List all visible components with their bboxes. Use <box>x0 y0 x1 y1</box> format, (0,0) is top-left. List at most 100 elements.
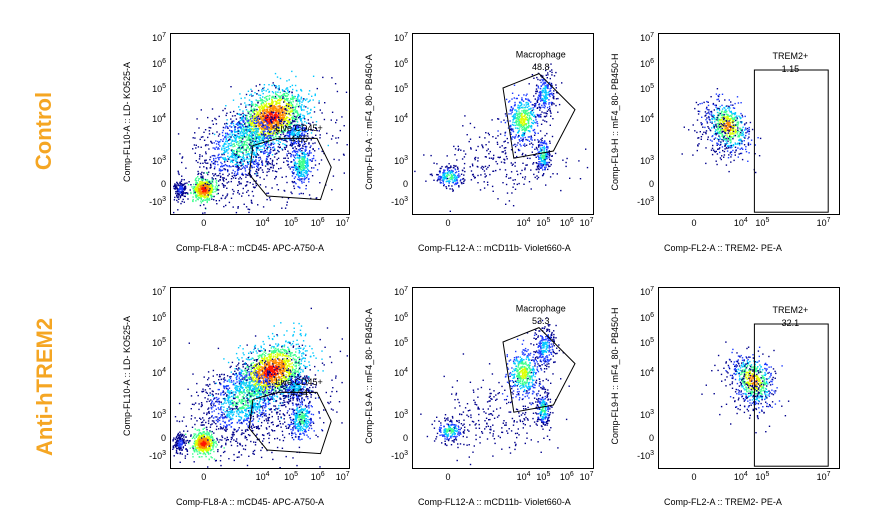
data-point <box>321 150 323 153</box>
data-point <box>215 184 218 186</box>
data-point <box>285 102 288 105</box>
data-point <box>304 131 306 133</box>
data-point <box>518 139 520 141</box>
data-point <box>258 113 260 115</box>
data-point <box>313 167 315 169</box>
data-point <box>290 114 292 116</box>
data-point <box>202 187 204 189</box>
data-point <box>214 163 216 166</box>
data-point <box>265 160 267 162</box>
data-point <box>451 169 453 172</box>
data-point <box>253 145 256 148</box>
data-point <box>196 189 199 192</box>
data-point <box>553 95 555 98</box>
data-point <box>205 191 208 193</box>
data-point <box>304 157 306 159</box>
data-point <box>231 154 234 156</box>
data-point <box>180 190 182 193</box>
data-point <box>464 170 466 173</box>
data-point <box>248 135 251 138</box>
data-point <box>292 147 294 149</box>
data-point <box>247 104 249 106</box>
data-point <box>199 204 202 207</box>
data-point <box>277 146 279 148</box>
data-point <box>220 170 222 172</box>
data-point <box>173 188 176 190</box>
data-point <box>293 120 295 122</box>
data-point <box>326 132 328 135</box>
data-point <box>240 103 242 105</box>
data-point <box>309 146 311 149</box>
data-point <box>278 88 280 90</box>
data-point <box>458 170 460 172</box>
data-point <box>299 150 301 153</box>
data-point <box>223 152 226 154</box>
data-point <box>292 133 294 135</box>
data-point <box>246 128 248 130</box>
data-point <box>267 156 269 158</box>
data-point <box>524 114 526 116</box>
data-point <box>556 91 558 94</box>
data-point <box>249 119 251 121</box>
data-point <box>514 103 516 106</box>
data-point <box>217 156 219 159</box>
data-point <box>516 127 519 129</box>
data-point <box>282 125 284 127</box>
data-point <box>303 159 305 161</box>
data-point <box>294 169 297 172</box>
data-point <box>305 169 307 172</box>
data-point <box>243 133 245 135</box>
data-point <box>304 175 306 177</box>
data-point <box>228 148 230 150</box>
data-point <box>250 132 252 135</box>
data-point <box>270 117 272 119</box>
data-point <box>293 187 296 190</box>
data-point <box>241 195 243 197</box>
data-point <box>248 153 250 155</box>
data-point <box>248 129 251 131</box>
data-point <box>279 117 282 119</box>
data-point <box>261 160 263 162</box>
data-point <box>205 187 208 189</box>
data-point <box>239 176 241 179</box>
data-point <box>336 119 338 121</box>
data-point <box>294 146 296 148</box>
data-point <box>302 157 304 159</box>
data-point <box>331 77 333 79</box>
data-point <box>257 111 259 114</box>
data-point <box>542 158 545 160</box>
data-point <box>286 87 288 89</box>
data-point <box>544 87 546 89</box>
data-point <box>256 168 258 171</box>
data-point <box>269 129 271 131</box>
data-point <box>255 161 257 163</box>
data-point <box>545 69 547 72</box>
data-point <box>243 130 245 132</box>
data-point <box>294 111 296 114</box>
data-point <box>452 189 454 191</box>
data-point <box>277 105 279 107</box>
data-point <box>520 112 522 114</box>
data-point <box>280 96 282 98</box>
data-point <box>264 110 267 112</box>
data-point <box>279 111 282 114</box>
data-point <box>239 144 241 147</box>
data-point <box>230 126 233 128</box>
data-point <box>187 184 190 186</box>
data-point <box>240 123 243 125</box>
data-point <box>308 93 310 95</box>
data-point <box>187 193 189 195</box>
data-point <box>285 112 287 115</box>
data-point <box>445 187 448 190</box>
data-point <box>291 129 294 131</box>
data-point <box>452 190 454 192</box>
data-point <box>250 136 253 138</box>
data-point <box>276 122 279 124</box>
data-point <box>249 94 251 96</box>
data-point <box>294 123 296 126</box>
data-point <box>205 159 207 161</box>
data-point <box>250 157 252 160</box>
data-point <box>212 132 214 135</box>
data-point <box>266 99 269 101</box>
data-point <box>199 184 201 186</box>
